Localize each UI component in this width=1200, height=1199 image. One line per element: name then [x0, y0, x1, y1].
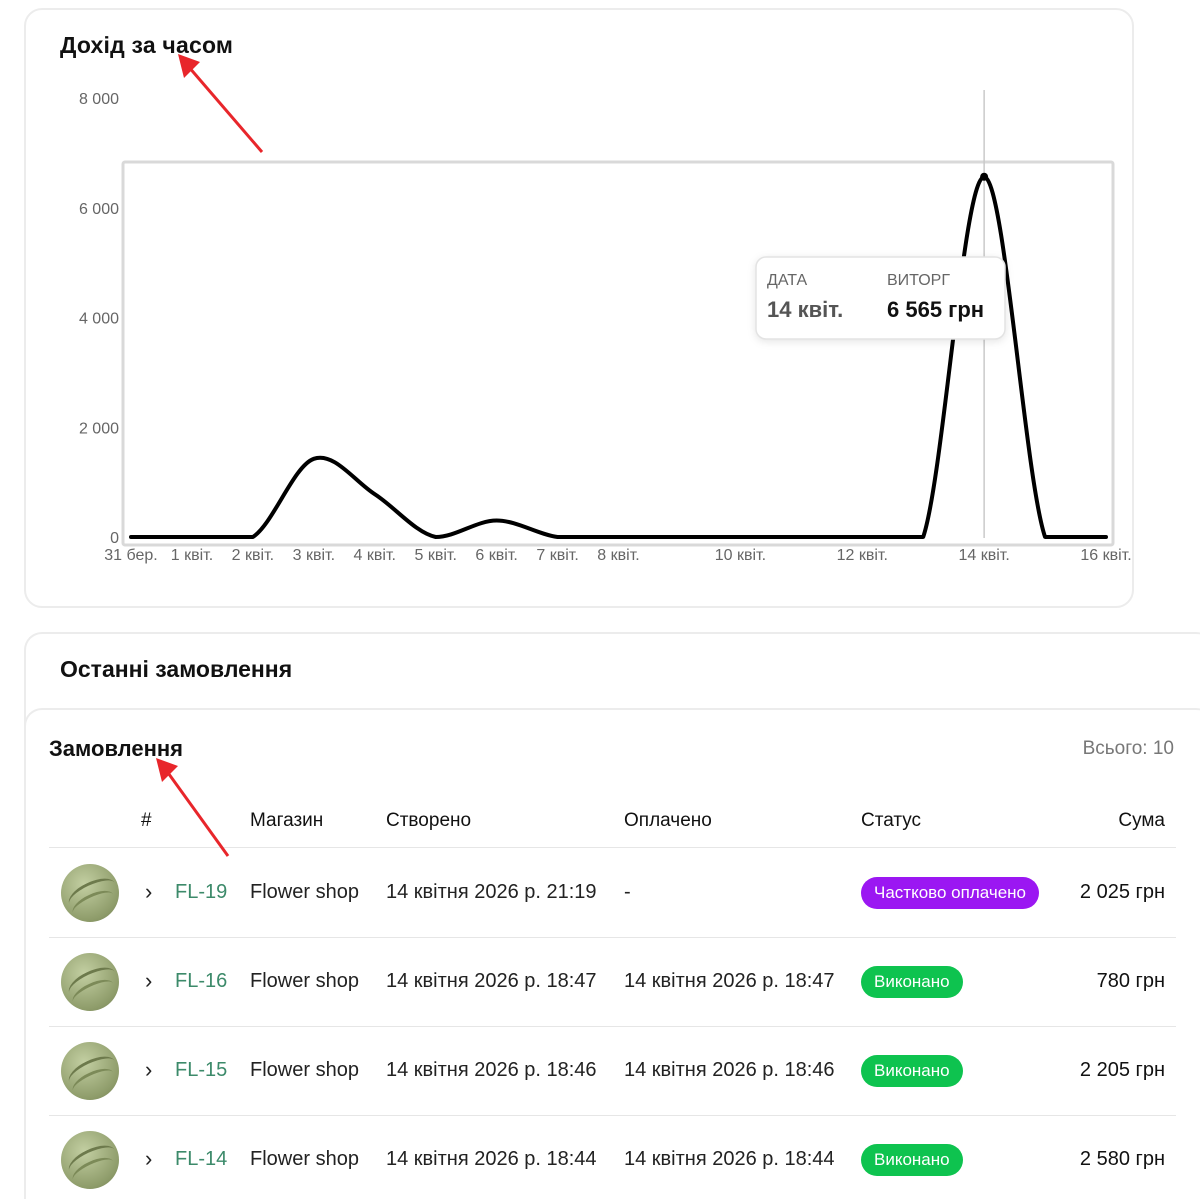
column-header-shop[interactable]: Магазин — [250, 810, 324, 831]
x-tick-label: 4 квіт. — [354, 547, 396, 564]
tooltip-revenue-label: ВИТОРГ — [887, 272, 950, 289]
table-header: # Магазин Створено Оплачено Статус Сума — [49, 794, 1176, 848]
y-tick-label: 0 — [110, 530, 119, 547]
chart-tooltip: ДАТА 14 квіт. ВИТОРГ 6 565 грн — [755, 256, 1006, 340]
column-header-paid[interactable]: Оплачено — [624, 810, 712, 831]
annotation-arrow — [156, 758, 230, 857]
order-amount: 2 580 грн — [1079, 1148, 1165, 1170]
y-tick-label: 8 000 — [79, 91, 119, 108]
column-header-status[interactable]: Статус — [861, 810, 922, 831]
revenue-line-chart[interactable]: 8 000 6 000 4 000 2 000 0 31 бер. 1 квіт. 2 кв… — [26, 10, 1136, 610]
x-tick-label: 14 квіт. — [958, 547, 1009, 564]
tooltip-revenue-value: 6 565 грн — [887, 297, 984, 322]
status-badge: Виконано — [861, 1144, 963, 1176]
x-tick-label: 10 квіт. — [715, 547, 766, 564]
order-created: 14 квітня 2026 р. 18:44 — [386, 1148, 597, 1170]
x-tick-label: 16 квіт. — [1080, 547, 1131, 564]
orders-total-count: Всього: 10 — [1082, 738, 1174, 759]
status-badge: Виконано — [861, 966, 963, 998]
status-badge: Частково оплачено — [861, 877, 1039, 909]
x-tick-label: 8 квіт. — [597, 547, 639, 564]
order-amount: 780 грн — [1096, 970, 1165, 992]
table-row[interactable]: › FL-14 Flower shop 14 квітня 2026 р. 18… — [49, 1116, 1176, 1199]
y-tick-label: 6 000 — [79, 201, 119, 218]
order-id-link[interactable]: FL-19 — [175, 881, 228, 903]
expand-chevron-icon[interactable]: › — [145, 968, 153, 993]
highlight-frame — [121, 160, 1115, 547]
table-row[interactable]: › FL-16 Flower shop 14 квітня 2026 р. 18… — [49, 938, 1176, 1027]
x-tick-label: 12 квіт. — [837, 547, 888, 564]
column-header-created[interactable]: Створено — [386, 810, 472, 831]
x-axis-ticks: 31 бер. 1 квіт. 2 квіт. 3 квіт. 4 квіт. 5 кві… — [104, 547, 1131, 564]
revenue-chart-card: Дохід за часом 8 000 6 000 4 000 2 000 0 31 … — [24, 8, 1134, 608]
expand-chevron-icon[interactable]: › — [145, 879, 153, 904]
order-amount: 2 205 грн — [1079, 1059, 1165, 1081]
order-shop: Flower shop — [250, 1059, 359, 1081]
order-paid: - — [624, 881, 631, 903]
y-tick-label: 2 000 — [79, 420, 119, 437]
revenue-series-line — [129, 174, 1108, 539]
status-badge: Виконано — [861, 1055, 963, 1087]
peak-data-point — [980, 172, 989, 181]
y-tick-label: 4 000 — [79, 311, 119, 328]
order-id-link[interactable]: FL-14 — [175, 1148, 228, 1170]
order-paid: 14 квітня 2026 р. 18:46 — [624, 1059, 835, 1081]
column-header-amount[interactable]: Сума — [1118, 810, 1165, 831]
y-axis-ticks: 8 000 6 000 4 000 2 000 0 — [79, 91, 119, 547]
order-paid: 14 квітня 2026 р. 18:44 — [624, 1148, 835, 1170]
x-tick-label: 7 квіт. — [536, 547, 578, 564]
x-tick-label: 6 квіт. — [475, 547, 517, 564]
x-tick-label: 5 квіт. — [414, 547, 456, 564]
order-shop: Flower shop — [250, 881, 359, 903]
recent-orders-title: Останні замовлення — [60, 656, 293, 682]
x-tick-label: 2 квіт. — [232, 547, 274, 564]
order-created: 14 квітня 2026 р. 18:46 — [386, 1059, 597, 1081]
expand-chevron-icon[interactable]: › — [145, 1146, 153, 1171]
x-tick-label: 3 квіт. — [293, 547, 335, 564]
order-id-link[interactable]: FL-16 — [175, 970, 228, 992]
tooltip-date-value: 14 квіт. — [767, 297, 843, 322]
expand-chevron-icon[interactable]: › — [145, 1057, 153, 1082]
orders-table-card: Замовлення Всього: 10 # Магазин Створено… — [24, 708, 1200, 1199]
table-row[interactable]: › FL-15 Flower shop 14 квітня 2026 р. 18… — [49, 1027, 1176, 1116]
product-thumbnail — [61, 953, 119, 1011]
table-row[interactable]: › FL-19 Flower shop 14 квітня 2026 р. 21… — [49, 849, 1176, 938]
order-created: 14 квітня 2026 р. 18:47 — [386, 970, 597, 992]
order-shop: Flower shop — [250, 970, 359, 992]
order-amount: 2 025 грн — [1079, 881, 1165, 903]
x-tick-label: 31 бер. — [104, 547, 157, 564]
annotation-arrow — [178, 54, 264, 153]
product-thumbnail — [61, 1042, 119, 1100]
x-tick-label: 1 квіт. — [171, 547, 213, 564]
product-thumbnail — [61, 864, 119, 922]
order-shop: Flower shop — [250, 1148, 359, 1170]
column-header-number[interactable]: # — [141, 810, 152, 831]
tooltip-date-label: ДАТА — [767, 272, 808, 289]
order-id-link[interactable]: FL-15 — [175, 1059, 228, 1081]
chart-title: Дохід за часом — [60, 32, 234, 58]
orders-title: Замовлення — [49, 736, 184, 761]
order-paid: 14 квітня 2026 р. 18:47 — [624, 970, 835, 992]
product-thumbnail — [61, 1131, 119, 1189]
order-created: 14 квітня 2026 р. 21:19 — [386, 881, 597, 903]
